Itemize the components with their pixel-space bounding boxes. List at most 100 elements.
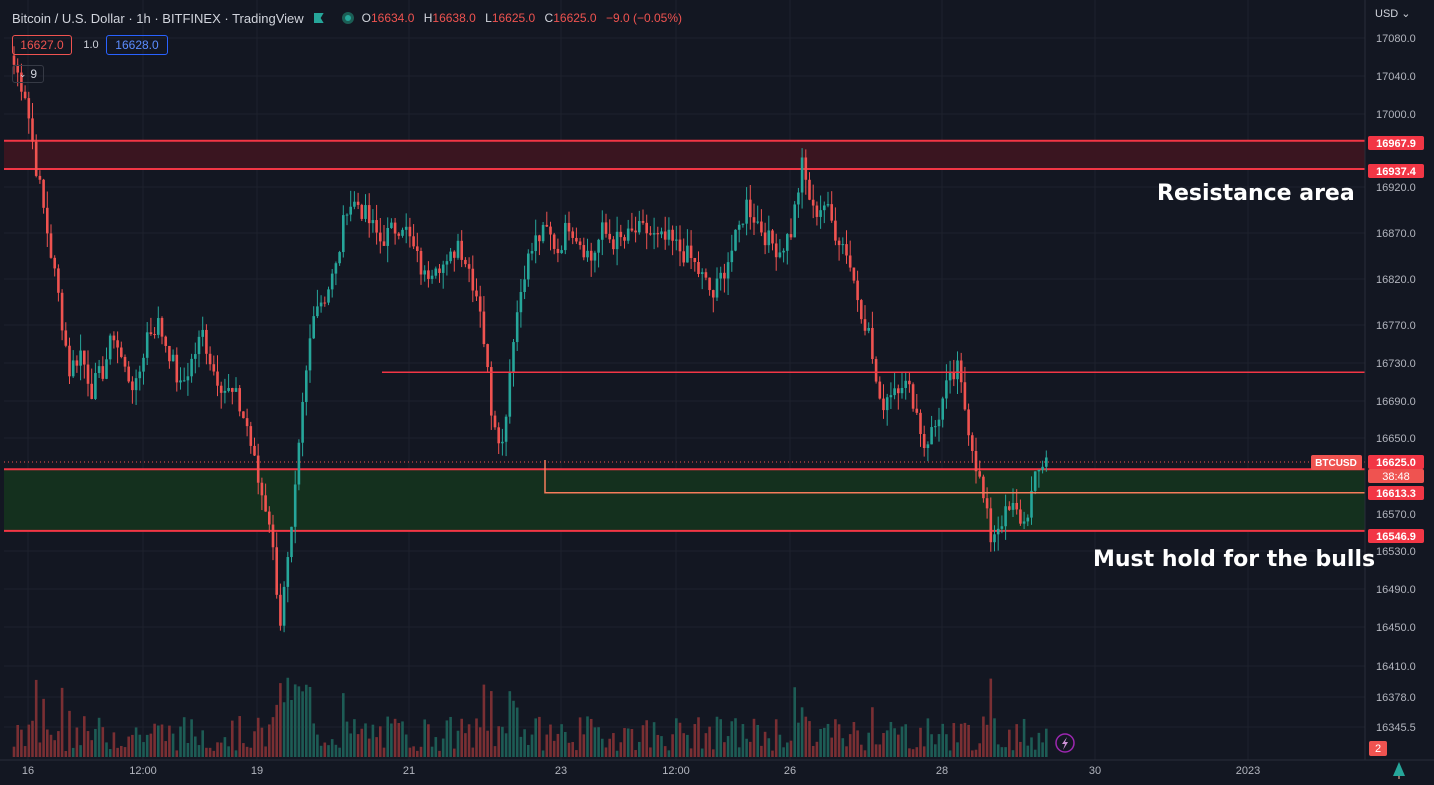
volume-bar xyxy=(697,717,700,757)
lightning-icon[interactable] xyxy=(1055,733,1075,753)
volume-bar xyxy=(208,747,212,757)
candle-body xyxy=(686,245,689,263)
volume-bar xyxy=(830,737,833,757)
candle-body xyxy=(434,268,438,276)
candle-body xyxy=(120,347,123,357)
candle-body xyxy=(116,340,119,348)
symbol-title[interactable]: Bitcoin / U.S. Dollar · 1h · BITFINEX · … xyxy=(12,10,304,26)
candle-body xyxy=(811,199,815,206)
volume-bar xyxy=(675,718,678,757)
sell-button[interactable]: 16627.0 xyxy=(12,35,72,55)
ohlc-low-value: 16625.0 xyxy=(491,11,536,25)
candle-body xyxy=(971,435,974,451)
market-status-icon[interactable] xyxy=(341,12,354,24)
volume-bar xyxy=(800,707,804,757)
volume-bar xyxy=(190,719,193,757)
volume-bar xyxy=(808,721,811,757)
volume-bar xyxy=(527,744,530,757)
volume-bar xyxy=(97,717,101,757)
candle-body xyxy=(697,262,700,274)
volume-bar xyxy=(678,722,682,757)
candle-body xyxy=(1030,490,1033,518)
volume-bar xyxy=(312,723,315,757)
volume-bar xyxy=(974,749,978,757)
volume-bar xyxy=(449,716,452,757)
volume-bar xyxy=(434,737,438,757)
buy-button[interactable]: 16628.0 xyxy=(106,35,168,55)
candle-body xyxy=(900,387,904,394)
candle-body xyxy=(397,233,401,236)
candle-body xyxy=(819,210,822,217)
candle-body xyxy=(290,526,293,558)
volume-bar xyxy=(767,738,771,757)
volume-bar xyxy=(1008,729,1011,757)
volume-bar xyxy=(49,734,53,757)
volume-bar xyxy=(338,747,341,757)
volume-bar xyxy=(123,747,127,757)
volume-bar xyxy=(342,693,345,757)
volume-bar xyxy=(734,718,737,757)
candle-body xyxy=(760,221,763,233)
candle-body xyxy=(57,268,60,293)
volume-bar xyxy=(245,746,249,757)
candle-body xyxy=(778,252,782,258)
candle-body xyxy=(353,201,356,207)
volume-bar xyxy=(1000,747,1004,757)
candle-body xyxy=(745,199,748,224)
time-tick-label: 19 xyxy=(251,765,263,777)
price-axis-ticks: 17080.0 17040.0 17000.0 16920.0 16870.0 16820… xyxy=(1376,33,1416,734)
flag-icon[interactable] xyxy=(313,13,324,23)
volume-bar xyxy=(138,734,142,757)
candle-body xyxy=(160,318,164,337)
volume-bar xyxy=(823,727,826,757)
volume-bar xyxy=(971,750,974,757)
volume-bar xyxy=(179,726,182,757)
volume-bar xyxy=(471,747,475,757)
time-tick-label: 23 xyxy=(555,765,567,777)
candle-body xyxy=(615,231,619,250)
tree-icon[interactable] xyxy=(1393,762,1405,779)
price-axis[interactable] xyxy=(1365,0,1434,760)
volume-bar xyxy=(852,722,856,757)
candle-body xyxy=(323,302,327,304)
candle-body xyxy=(427,270,430,279)
candle-body xyxy=(571,231,574,238)
volume-bar xyxy=(634,750,637,757)
volume-bar xyxy=(490,691,493,757)
time-tick-label: 12:00 xyxy=(129,765,157,777)
volume-bar xyxy=(578,717,582,757)
candle-body xyxy=(97,366,101,374)
volume-bar xyxy=(423,719,426,757)
candle-body xyxy=(749,199,752,218)
volume-bar xyxy=(134,727,138,757)
candle-body xyxy=(349,206,352,215)
candle-body xyxy=(597,239,600,253)
ohlc-high-value: 16638.0 xyxy=(432,11,476,25)
volume-bar xyxy=(360,728,364,757)
candle-body xyxy=(952,372,956,380)
price-tick-label: 16690.0 xyxy=(1376,396,1416,408)
candle-body xyxy=(756,221,759,223)
currency-selector[interactable]: USD ⌄ xyxy=(1375,7,1411,20)
time-tick-label: 16 xyxy=(22,765,34,777)
candle-body xyxy=(996,528,1000,535)
volume-bar xyxy=(630,729,634,757)
volume-bar xyxy=(885,730,889,757)
candle-body xyxy=(453,251,456,258)
candle-body xyxy=(31,118,34,142)
candle-body xyxy=(1033,471,1037,491)
volume-bar xyxy=(364,723,367,757)
indicators-toggle-button[interactable]: ⌄ 9 xyxy=(12,65,44,83)
price-label-box xyxy=(1368,469,1424,483)
candle-body xyxy=(264,495,267,512)
candle-body xyxy=(508,372,512,417)
time-axis[interactable] xyxy=(0,760,1434,785)
candle-body xyxy=(538,235,541,242)
volume-bar xyxy=(623,728,626,757)
volume-bar xyxy=(42,698,45,757)
time-tick-label: 30 xyxy=(1089,765,1101,777)
volume-bar xyxy=(730,721,734,757)
candle-body xyxy=(823,205,826,211)
candle-body xyxy=(885,397,889,411)
